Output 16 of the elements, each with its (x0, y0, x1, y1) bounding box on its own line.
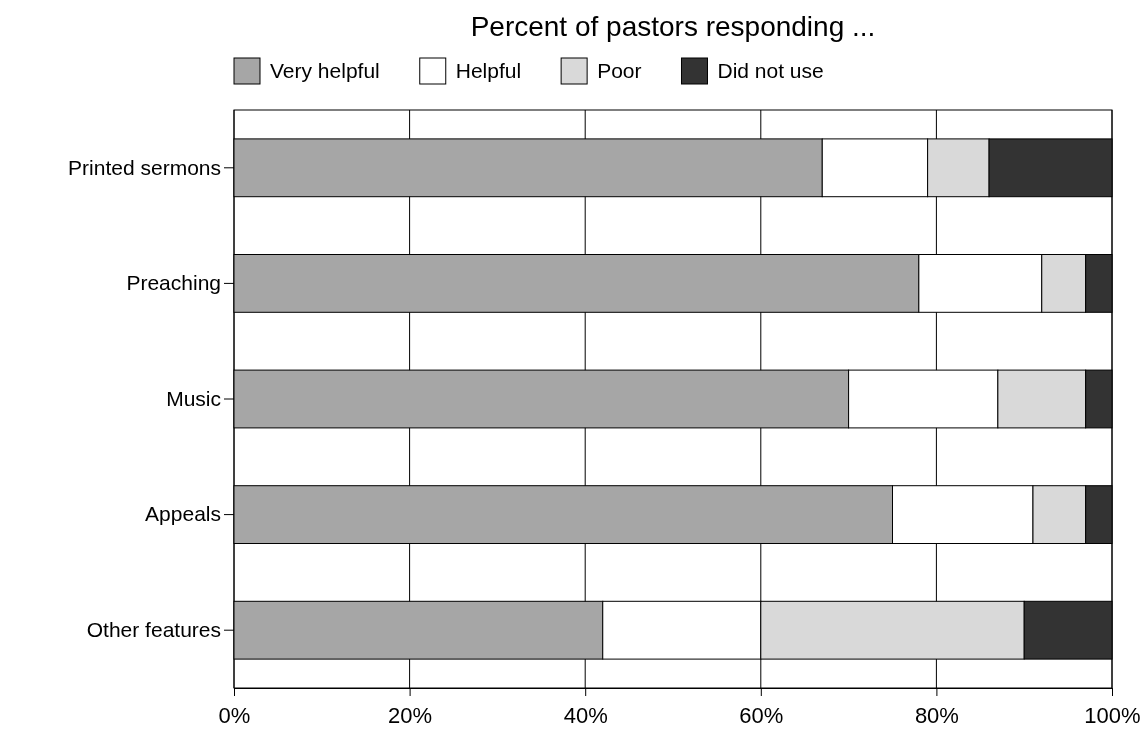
x-tick-label: 0% (218, 703, 251, 729)
legend-label: Very helpful (270, 59, 380, 82)
y-tick-label: Preaching (126, 271, 221, 295)
legend-label: Poor (597, 59, 642, 82)
y-tick-label: Appeals (145, 502, 221, 526)
y-tick-label: Other features (86, 617, 221, 641)
y-tick-label: Music (166, 386, 221, 410)
legend-label: Helpful (455, 59, 522, 82)
x-tick-label: 20% (388, 703, 433, 729)
legend-label: Did not use (717, 59, 824, 82)
x-tick-label: 80% (914, 703, 959, 729)
x-tick-label: 60% (739, 703, 784, 729)
x-tick-label: 100% (1084, 703, 1141, 729)
x-tick-label: 40% (563, 703, 608, 729)
y-tick-label: Printed sermons (68, 155, 221, 179)
chart-title: Percent of pastors responding ... (470, 11, 876, 42)
